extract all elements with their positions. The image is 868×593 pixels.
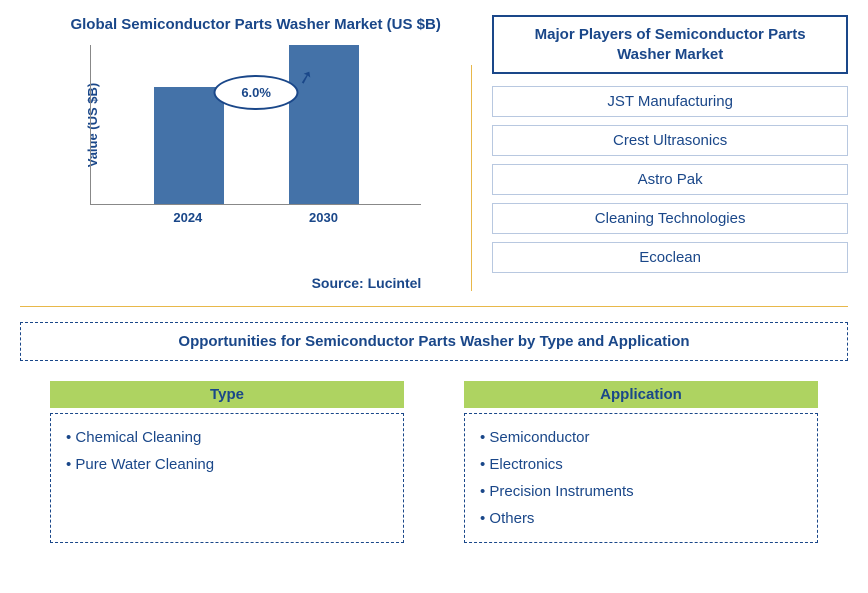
type-header: Type: [50, 381, 404, 408]
player-4: Ecoclean: [492, 242, 848, 273]
app-item-1: Electronics: [480, 451, 802, 478]
growth-label: 6.0%: [241, 85, 271, 100]
players-title: Major Players of Semiconductor Parts Was…: [492, 15, 848, 74]
player-0: JST Manufacturing: [492, 86, 848, 117]
player-3: Cleaning Technologies: [492, 203, 848, 234]
type-column: Type Chemical Cleaning Pure Water Cleani…: [50, 381, 404, 543]
x-label-0: 2024: [173, 210, 202, 225]
app-item-0: Semiconductor: [480, 424, 802, 451]
infographic-container: Global Semiconductor Parts Washer Market…: [0, 0, 868, 558]
x-label-1: 2030: [309, 210, 338, 225]
chart-area: Global Semiconductor Parts Washer Market…: [20, 15, 451, 291]
application-body: Semiconductor Electronics Precision Inst…: [464, 413, 818, 543]
opportunities-title: Opportunities for Semiconductor Parts Wa…: [20, 322, 848, 361]
growth-ellipse: 6.0%: [214, 75, 299, 110]
chart-wrapper: Value (US $B) 6.0% ➚: [60, 45, 451, 205]
source-text: Source: Lucintel: [60, 275, 421, 291]
chart-plot: 6.0% ➚: [90, 45, 421, 205]
app-item-2: Precision Instruments: [480, 478, 802, 505]
player-1: Crest Ultrasonics: [492, 125, 848, 156]
chart-title: Global Semiconductor Parts Washer Market…: [60, 15, 451, 35]
app-item-3: Others: [480, 505, 802, 532]
vertical-divider: [471, 65, 472, 291]
x-axis-labels: 2024 2030: [60, 205, 451, 225]
application-header: Application: [464, 381, 818, 408]
application-column: Application Semiconductor Electronics Pr…: [464, 381, 818, 543]
opportunity-columns: Type Chemical Cleaning Pure Water Cleani…: [20, 381, 848, 543]
players-area: Major Players of Semiconductor Parts Was…: [492, 15, 848, 291]
type-item-1: Pure Water Cleaning: [66, 451, 388, 478]
type-body: Chemical Cleaning Pure Water Cleaning: [50, 413, 404, 543]
top-section: Global Semiconductor Parts Washer Market…: [20, 15, 848, 291]
type-item-0: Chemical Cleaning: [66, 424, 388, 451]
player-2: Astro Pak: [492, 164, 848, 195]
bars-container: [91, 45, 421, 204]
growth-annotation: 6.0% ➚: [214, 75, 299, 110]
horizontal-divider: [20, 306, 848, 307]
